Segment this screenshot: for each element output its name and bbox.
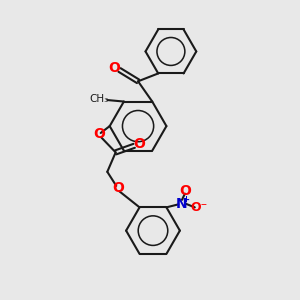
Text: O: O bbox=[133, 137, 145, 151]
Text: O: O bbox=[112, 181, 124, 195]
Text: O: O bbox=[93, 128, 105, 142]
Text: N: N bbox=[176, 197, 188, 211]
Text: +: + bbox=[182, 195, 189, 204]
Text: O: O bbox=[109, 61, 120, 76]
Text: O: O bbox=[179, 184, 191, 198]
Text: O⁻: O⁻ bbox=[190, 201, 208, 214]
Text: CH₃: CH₃ bbox=[89, 94, 109, 104]
